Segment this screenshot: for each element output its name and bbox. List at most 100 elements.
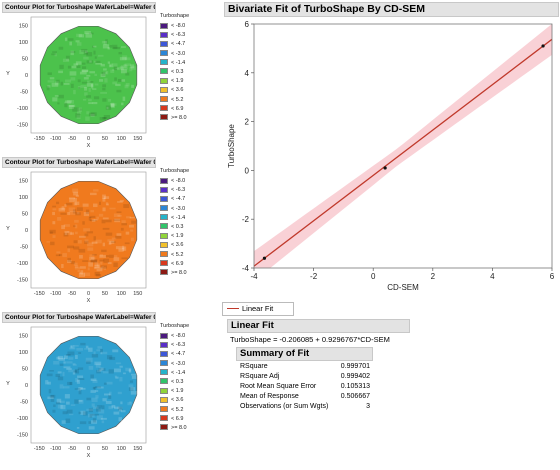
linear-fit-header[interactable]: Linear Fit [227,319,410,333]
contour-texture-cell [117,201,123,203]
contour-legend-item: < 5.2 [160,406,189,415]
contour-texture-cell [89,254,95,258]
contour-texture-cell [108,395,112,399]
y-axis-label: TurboShape [227,124,236,168]
y-tick-label: 4 [245,69,250,78]
legend-swatch-icon [160,341,168,348]
contour-texture-cell [74,224,78,229]
legend-item-label: < -8.0 [171,178,186,184]
contour-texture-cell [74,265,79,268]
contour-texture-cell [86,80,91,83]
contour-texture-cell [78,399,84,404]
contour-texture-cell [125,72,130,76]
contour-texture-cell [73,198,77,202]
contour-texture-cell [49,369,54,372]
contour-texture-cell [69,41,72,46]
contour-texture-cell [129,380,134,383]
contour-texture-cell [76,427,80,429]
contour-texture-cell [114,255,118,258]
x-tick-label: 0 [87,291,90,297]
contour-texture-cell [73,191,79,196]
contour-texture-cell [53,404,56,408]
contour-texture-cell [69,381,73,386]
contour-texture-cell [73,89,76,95]
contour-texture-cell [52,205,57,208]
contour-texture-cell [77,79,81,83]
contour-legend-item: >= 8.0 [160,424,189,433]
x-tick-label: 4 [490,272,495,281]
contour-texture-cell [47,85,51,88]
contour-texture-cell [76,65,81,68]
contour-texture-cell [101,266,104,270]
contour-texture-cell [101,367,104,370]
contour-texture-cell [60,206,66,210]
contour-texture-cell [109,207,116,210]
contour-texture-cell [109,240,115,244]
contour-texture-cell [88,99,92,102]
contour-texture-cell [102,44,110,49]
contour-texture-cell [90,257,96,260]
contour-legend: Turboshape < -8.0 < -6.3 < -4.7 < -3.0 < -1.4… [160,13,189,123]
legend-swatch-icon [160,396,168,403]
contour-texture-cell [111,103,115,108]
linear-fit-legend-label: Linear Fit [242,304,274,313]
legend-item-label: < -3.0 [171,360,186,367]
contour-texture-cell [81,66,87,69]
contour-texture-cell [87,413,95,418]
contour-texture-cell [77,375,84,378]
y-tick-label: -100 [17,106,28,112]
contour-texture-cell [63,366,71,369]
legend-swatch-icon [160,387,168,394]
contour-texture-cell [75,377,79,383]
x-axis-label: CD-SEM [387,283,419,292]
contour-texture-cell [86,397,91,401]
contour-texture-cell [67,38,74,41]
x-tick-label: 150 [133,291,142,297]
contour-texture-cell [53,360,60,365]
contour-texture-cell [74,266,81,270]
summary-of-fit-header[interactable]: Summary of Fit [236,347,373,361]
contour-texture-cell [89,81,94,83]
contour-texture-cell [79,71,87,75]
contour-texture-cell [88,365,94,370]
contour-texture-cell [78,411,82,415]
contour-legend-item: < -1.4 [160,369,189,378]
contour-texture-cell [74,369,80,374]
contour-texture-cell [79,272,82,274]
contour-texture-cell [51,53,57,56]
contour-texture-cell [130,391,138,395]
contour-texture-cell [75,212,81,216]
contour-texture-cell [113,66,118,71]
contour-texture-cell [67,351,75,356]
contour-texture-cell [110,103,117,106]
contour-texture-cell [101,405,105,410]
contour-texture-cell [101,219,106,224]
contour-texture-cell [59,384,64,389]
contour-texture-cell [92,45,97,48]
contour-texture-cell [105,232,113,236]
contour-texture-cell [102,227,110,230]
contour-texture-cell [117,406,123,409]
legend-item-label: < 6.9 [171,105,184,112]
contour-texture-cell [103,71,108,74]
contour-texture-cell [56,251,61,254]
contour-texture-cell [108,63,114,68]
contour-texture-cell [130,64,135,69]
contour-texture-cell [108,98,112,102]
summary-row: RSquare 0.999701 [240,362,370,372]
contour-texture-cell [90,378,97,382]
contour-texture-cell [122,55,128,60]
contour-texture-cell [88,426,95,430]
contour-texture-cell [76,379,80,384]
contour-texture-cell [99,367,102,372]
contour-texture-cell [99,254,104,257]
contour-texture-cell [93,189,99,192]
contour-texture-cell [81,81,88,84]
contour-legend-title: Turboshape [160,168,190,174]
contour-texture-cell [113,213,121,217]
x-tick-label: -100 [50,446,61,452]
contour-texture-cell [86,83,94,87]
contour-texture-cell [90,420,98,424]
contour-texture-cell [63,224,70,227]
contour-texture-cell [105,219,112,223]
